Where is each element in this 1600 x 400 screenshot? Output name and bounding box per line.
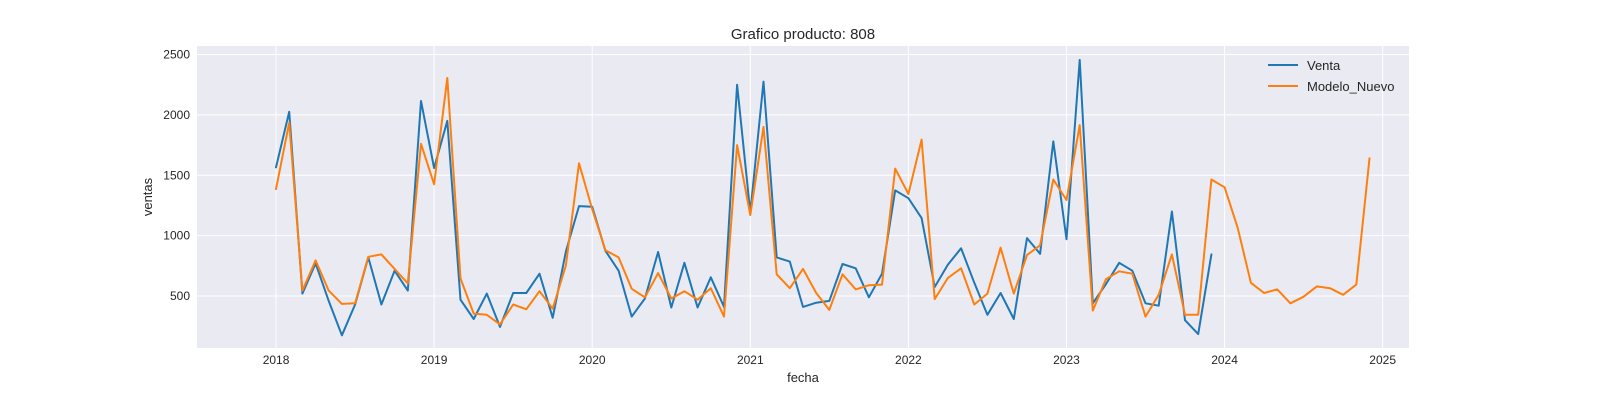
series-line-modelo-nuevo [275, 77, 1371, 326]
x-tick-label: 2020 [579, 353, 606, 367]
y-axis-ticks: 500 1000 1500 2000 2500 [163, 47, 190, 303]
legend: Venta Modelo_Nuevo [1268, 58, 1394, 94]
x-tick-label: 2018 [263, 353, 290, 367]
x-tick-label: 2022 [895, 353, 922, 367]
y-tick-label: 1500 [163, 168, 190, 182]
x-tick-label: 2024 [1211, 353, 1238, 367]
x-axis-label: fecha [787, 370, 820, 385]
y-tick-label: 2000 [163, 108, 190, 122]
x-tick-label: 2021 [737, 353, 764, 367]
y-axis-label: ventas [140, 177, 155, 216]
legend-label-venta: Venta [1307, 58, 1341, 73]
y-tick-label: 500 [170, 289, 190, 303]
x-tick-label: 2023 [1053, 353, 1080, 367]
x-tick-label: 2019 [421, 353, 448, 367]
series-lines [275, 58, 1371, 337]
legend-label-modelo-nuevo: Modelo_Nuevo [1307, 79, 1394, 94]
x-axis-ticks: 2018 2019 2020 2021 2022 2023 2024 2025 [263, 353, 1397, 367]
x-tick-label: 2025 [1369, 353, 1396, 367]
chart-title: Grafico producto: 808 [731, 26, 875, 43]
y-tick-label: 2500 [163, 47, 190, 61]
y-tick-label: 1000 [163, 229, 190, 243]
gridlines [197, 46, 1409, 348]
series-line-venta [275, 58, 1213, 337]
plot-area [197, 46, 1409, 348]
